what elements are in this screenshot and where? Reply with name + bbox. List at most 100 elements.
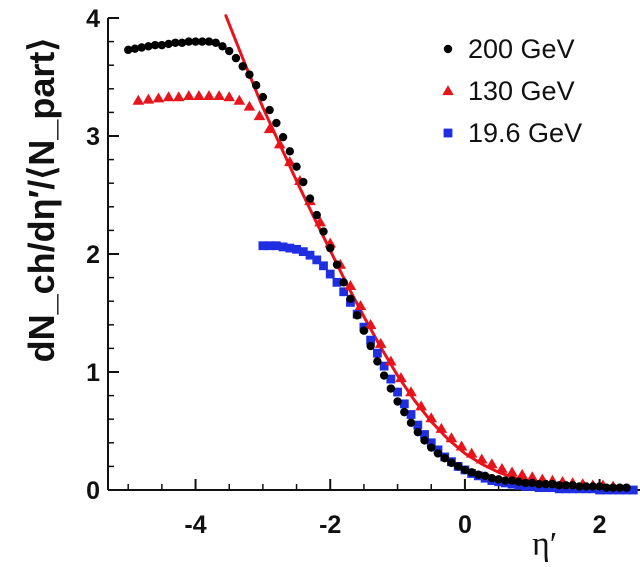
data-point [460, 465, 470, 475]
data-point [312, 255, 322, 265]
y-tick-label: 4 [86, 5, 100, 33]
data-point [354, 300, 367, 311]
legend-label: 130 GeV [468, 76, 575, 106]
data-point [467, 468, 476, 477]
data-point [245, 70, 254, 79]
data-point [506, 466, 518, 477]
x-tick-label: -2 [319, 511, 341, 539]
data-point [305, 250, 315, 260]
data-point [475, 453, 488, 464]
series-200-gev [124, 37, 631, 492]
data-point [218, 42, 227, 51]
data-point [314, 216, 326, 227]
data-point [554, 481, 564, 490]
x-tick-label: 0 [458, 511, 472, 539]
data-point [400, 407, 409, 417]
data-point [278, 242, 288, 252]
data-point [344, 280, 357, 291]
data-point [455, 440, 468, 451]
data-point [238, 62, 247, 71]
data-point [278, 132, 288, 142]
legend-marker [443, 44, 453, 54]
data-point [399, 399, 409, 409]
data-point [142, 93, 155, 104]
data-point [541, 479, 550, 489]
data-point [595, 482, 604, 491]
data-point [575, 482, 584, 491]
data-point [581, 482, 591, 491]
data-point [172, 91, 185, 102]
data-point [406, 418, 416, 427]
data-point [211, 38, 220, 47]
data-point [528, 478, 537, 488]
data-point [258, 92, 268, 102]
data-point [292, 162, 301, 171]
data-point [253, 110, 266, 121]
legend-item: 200 GeV [443, 34, 575, 64]
data-point [366, 335, 376, 345]
data-point [325, 269, 335, 279]
data-point [425, 412, 438, 423]
data-point [615, 483, 624, 492]
data-point [292, 244, 301, 254]
legend: 200 GeV 130 GeV 19.6 GeV [442, 34, 582, 148]
data-point [521, 478, 530, 488]
data-point [433, 449, 443, 458]
data-point [386, 374, 396, 384]
data-point [263, 123, 276, 134]
data-point [285, 147, 295, 156]
data-point [427, 443, 436, 452]
data-point [265, 241, 275, 251]
data-point [526, 471, 539, 482]
data-point [203, 90, 215, 101]
data-point [152, 92, 165, 103]
data-point [435, 422, 448, 433]
data-point [393, 397, 402, 406]
y-tick-label: 2 [86, 241, 100, 269]
data-point [496, 462, 508, 473]
data-point [285, 243, 295, 253]
y-tick-label: 0 [86, 477, 100, 505]
data-point [204, 37, 214, 46]
data-point [420, 436, 429, 445]
legend-item: 130 GeV [442, 76, 575, 106]
data-point [233, 94, 246, 105]
data-points [124, 37, 638, 495]
data-point [373, 357, 382, 366]
data-point [516, 468, 528, 479]
data-point [265, 105, 274, 115]
data-point [395, 372, 407, 383]
data-point [507, 476, 517, 485]
data-point [501, 476, 510, 485]
x-axis-label: η′ [532, 526, 557, 563]
data-point [339, 287, 349, 297]
data-point [273, 138, 286, 149]
data-point [588, 482, 598, 491]
data-point [386, 384, 396, 393]
data-point [284, 156, 296, 167]
data-point [465, 447, 478, 458]
data-point [486, 458, 498, 469]
data-point [319, 227, 328, 236]
axis-labels: dN_ch/dη′/⟨N_part⟩ η′ [21, 38, 557, 563]
data-point [379, 361, 389, 371]
data-point [420, 430, 429, 439]
data-point [447, 458, 456, 468]
data-point [415, 400, 427, 411]
data-point [124, 45, 133, 55]
y-axis-label: dN_ch/dη′/⟨N_part⟩ [21, 38, 62, 363]
data-point [326, 243, 335, 253]
legend-label: 19.6 GeV [468, 118, 582, 148]
data-point [213, 90, 225, 101]
data-point [130, 44, 140, 53]
data-point [164, 39, 173, 49]
data-point [332, 260, 342, 269]
data-point [223, 91, 236, 102]
data-point [385, 355, 397, 366]
data-point [405, 386, 417, 397]
data-point [413, 420, 423, 430]
data-point [298, 247, 308, 257]
data-point [426, 438, 436, 448]
